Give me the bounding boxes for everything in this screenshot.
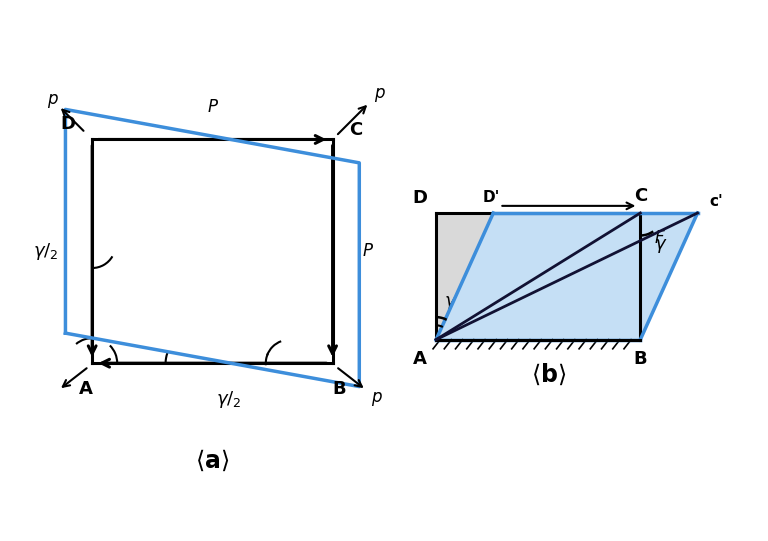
Polygon shape <box>641 213 697 340</box>
Text: $\mathit{\gamma}$: $\mathit{\gamma}$ <box>444 294 457 312</box>
Text: D: D <box>412 189 427 207</box>
Text: A: A <box>78 380 92 398</box>
Text: $\mathit{\gamma/}_2$: $\mathit{\gamma/}_2$ <box>32 241 58 262</box>
Text: C: C <box>634 187 647 205</box>
Text: P: P <box>362 242 372 260</box>
Text: B: B <box>333 380 346 398</box>
Polygon shape <box>436 213 493 340</box>
Text: p: p <box>374 84 385 102</box>
Text: c': c' <box>709 194 723 209</box>
Text: p: p <box>371 387 381 406</box>
Text: C: C <box>349 122 362 140</box>
Text: $\langle\mathbf{b}\rangle$: $\langle\mathbf{b}\rangle$ <box>531 362 566 387</box>
Text: P: P <box>207 98 217 116</box>
Text: $\langle\mathbf{a}\rangle$: $\langle\mathbf{a}\rangle$ <box>195 447 230 473</box>
Text: D: D <box>61 115 75 133</box>
Polygon shape <box>436 213 697 340</box>
Text: F: F <box>654 228 664 247</box>
Text: p: p <box>47 90 58 108</box>
Text: $\mathit{\gamma/}_2$: $\mathit{\gamma/}_2$ <box>217 390 242 411</box>
Text: B: B <box>634 350 647 368</box>
Text: $\mathit{\gamma}$: $\mathit{\gamma}$ <box>654 237 667 255</box>
Text: D': D' <box>482 190 500 205</box>
Text: A: A <box>413 350 427 368</box>
